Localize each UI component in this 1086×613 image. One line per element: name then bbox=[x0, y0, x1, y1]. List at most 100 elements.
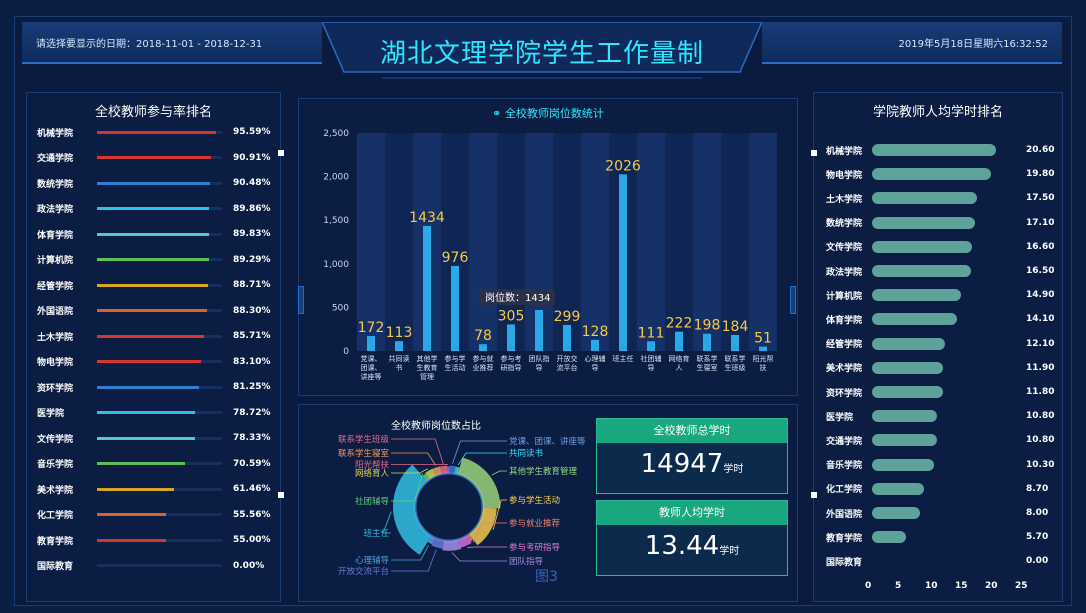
avg-hours-row: 化工学院 8.70 bbox=[826, 482, 1056, 496]
avg-hours-value: 14.10 bbox=[1026, 314, 1055, 325]
avg-hours-value: 17.50 bbox=[1026, 193, 1055, 204]
header: 请选择要显示的日期：2018-11-01 - 2018-12-31 湖北文理学院… bbox=[22, 22, 1062, 80]
bar[interactable] bbox=[647, 341, 655, 351]
college-name: 文传学院 bbox=[826, 243, 863, 254]
participation-row: 美术学院 61.46% bbox=[37, 482, 277, 496]
participation-track bbox=[97, 513, 222, 516]
college-name: 交通学院 bbox=[826, 436, 863, 447]
college-name: 土木学院 bbox=[37, 332, 74, 343]
college-name: 经管学院 bbox=[37, 281, 74, 292]
college-name: 物电学院 bbox=[826, 170, 863, 181]
avg-hours-row: 数统学院 17.10 bbox=[826, 216, 1056, 230]
donut-slice[interactable] bbox=[467, 534, 474, 542]
donut-slice[interactable] bbox=[469, 507, 497, 546]
label-leader-line bbox=[391, 438, 444, 465]
college-name: 国际教育 bbox=[826, 557, 863, 568]
participation-bar bbox=[97, 130, 217, 134]
bar-chart-title-row: ⚭ 全校教师岗位数统计 bbox=[299, 105, 797, 121]
avg-hours-bar bbox=[872, 216, 975, 229]
college-name: 计算机院 bbox=[37, 256, 74, 266]
college-name: 国际教育 bbox=[37, 562, 74, 572]
bar[interactable] bbox=[563, 324, 571, 351]
date-range-label[interactable]: 请选择要显示的日期：2018-11-01 - 2018-12-31 bbox=[36, 38, 263, 50]
label-leader-line bbox=[472, 522, 507, 543]
donut-slice[interactable] bbox=[447, 466, 449, 474]
participation-bar bbox=[97, 181, 211, 185]
donut-slice[interactable] bbox=[449, 465, 456, 474]
bar[interactable] bbox=[675, 331, 683, 351]
label-leader-line bbox=[491, 470, 507, 476]
bar[interactable] bbox=[731, 334, 739, 351]
right-panel-marker-bottom bbox=[811, 492, 817, 498]
donut-slice[interactable] bbox=[457, 457, 501, 509]
x-axis-tick: 其他学 bbox=[417, 354, 438, 363]
avg-hours-value: 13.44 bbox=[644, 531, 720, 561]
label-leader-line bbox=[492, 499, 507, 530]
slice-label: 联系学生班级 bbox=[338, 434, 390, 445]
date-range-selector[interactable]: 请选择要显示的日期：2018-11-01 - 2018-12-31 bbox=[22, 22, 322, 64]
donut-slice[interactable] bbox=[432, 466, 442, 476]
donut-slice[interactable] bbox=[442, 539, 462, 551]
donut-slice[interactable] bbox=[440, 465, 448, 474]
donut-slice[interactable] bbox=[422, 473, 430, 482]
participation-value: 81.25% bbox=[233, 382, 271, 392]
bar[interactable] bbox=[507, 324, 515, 351]
participation-value: 89.29% bbox=[233, 254, 271, 265]
bar[interactable] bbox=[479, 344, 487, 351]
avg-hours-label: 教师人均学时 bbox=[597, 501, 787, 525]
participation-value: 83.10% bbox=[233, 356, 271, 367]
bar[interactable] bbox=[759, 346, 767, 351]
avg-hours-value: 8.70 bbox=[1026, 483, 1049, 494]
donut-slice[interactable] bbox=[393, 464, 432, 555]
bar-value-label: 1434 bbox=[409, 210, 445, 226]
x-axis-tick: 研指导 bbox=[501, 363, 522, 372]
position-count-panel: ⚭ 全校教师岗位数统计 0 500 1,000 1,500 2,000 2,500 172 党… bbox=[298, 98, 798, 396]
bar[interactable] bbox=[591, 339, 599, 351]
donut-slice[interactable] bbox=[431, 537, 444, 549]
participation-row: 土木学院 85.71% bbox=[37, 329, 277, 343]
x-axis-tick: 业推荐 bbox=[473, 363, 494, 372]
left-scroll-handle[interactable] bbox=[298, 286, 304, 314]
participation-row: 政法学院 89.86% bbox=[37, 202, 277, 216]
bar-chart: 0 500 1,000 1,500 2,000 2,500 172 党课、团课、讲座等 113 共… bbox=[323, 129, 777, 381]
participation-bar bbox=[97, 487, 174, 491]
avg-hours-bar bbox=[872, 531, 907, 544]
x-axis-tick: 导 bbox=[648, 364, 655, 372]
participation-value: 70.59% bbox=[233, 458, 271, 469]
college-name: 文传学院 bbox=[37, 434, 74, 445]
participation-track bbox=[97, 360, 222, 363]
participation-row: 交通学院 90.91% bbox=[37, 151, 277, 165]
bar[interactable] bbox=[535, 310, 543, 351]
bar[interactable] bbox=[451, 265, 459, 351]
slice-label: 开放交流平台 bbox=[338, 566, 389, 577]
bar[interactable] bbox=[423, 225, 431, 351]
datetime-display: 2019年5月18日星期六16:32:52 bbox=[762, 22, 1062, 64]
avg-hours-row: 经管学院 12.10 bbox=[826, 337, 1056, 351]
avg-hours-row: 物电学院 19.80 bbox=[826, 167, 1056, 181]
participation-value: 61.46% bbox=[233, 484, 271, 494]
bar[interactable] bbox=[703, 333, 711, 351]
bar[interactable] bbox=[367, 336, 375, 351]
avg-hours-card: 教师人均学时 13.44学时 bbox=[596, 500, 788, 576]
bar[interactable] bbox=[619, 174, 627, 351]
right-scroll-handle[interactable] bbox=[790, 286, 796, 314]
participation-row: 物电学院 83.10% bbox=[37, 355, 277, 369]
avg-hours-bar bbox=[872, 289, 962, 302]
x-axis-tick: 参与学 bbox=[445, 354, 466, 363]
bar[interactable] bbox=[395, 341, 403, 351]
participation-value: 88.71% bbox=[233, 280, 271, 290]
slice-label: 阳光帮扶 bbox=[355, 460, 390, 471]
donut-slice[interactable] bbox=[427, 535, 435, 545]
slice-label: 心理辅导 bbox=[355, 555, 390, 566]
donut-slice[interactable] bbox=[458, 535, 472, 548]
donut-slice[interactable] bbox=[454, 466, 460, 475]
y-axis-tick: 500 bbox=[332, 303, 349, 313]
avg-hours-row: 国际教育 0.00 bbox=[826, 554, 1056, 568]
avg-hours-row: 机械学院 20.60 bbox=[826, 143, 1056, 157]
x-axis-tick: 生班级 bbox=[725, 363, 746, 372]
title-box: 湖北文理学院学生工作量制 bbox=[322, 22, 762, 80]
participation-row: 教育学院 55.00% bbox=[37, 533, 277, 547]
donut-slice[interactable] bbox=[425, 468, 436, 480]
label-leader-line bbox=[382, 511, 392, 534]
participation-bar bbox=[97, 258, 209, 261]
